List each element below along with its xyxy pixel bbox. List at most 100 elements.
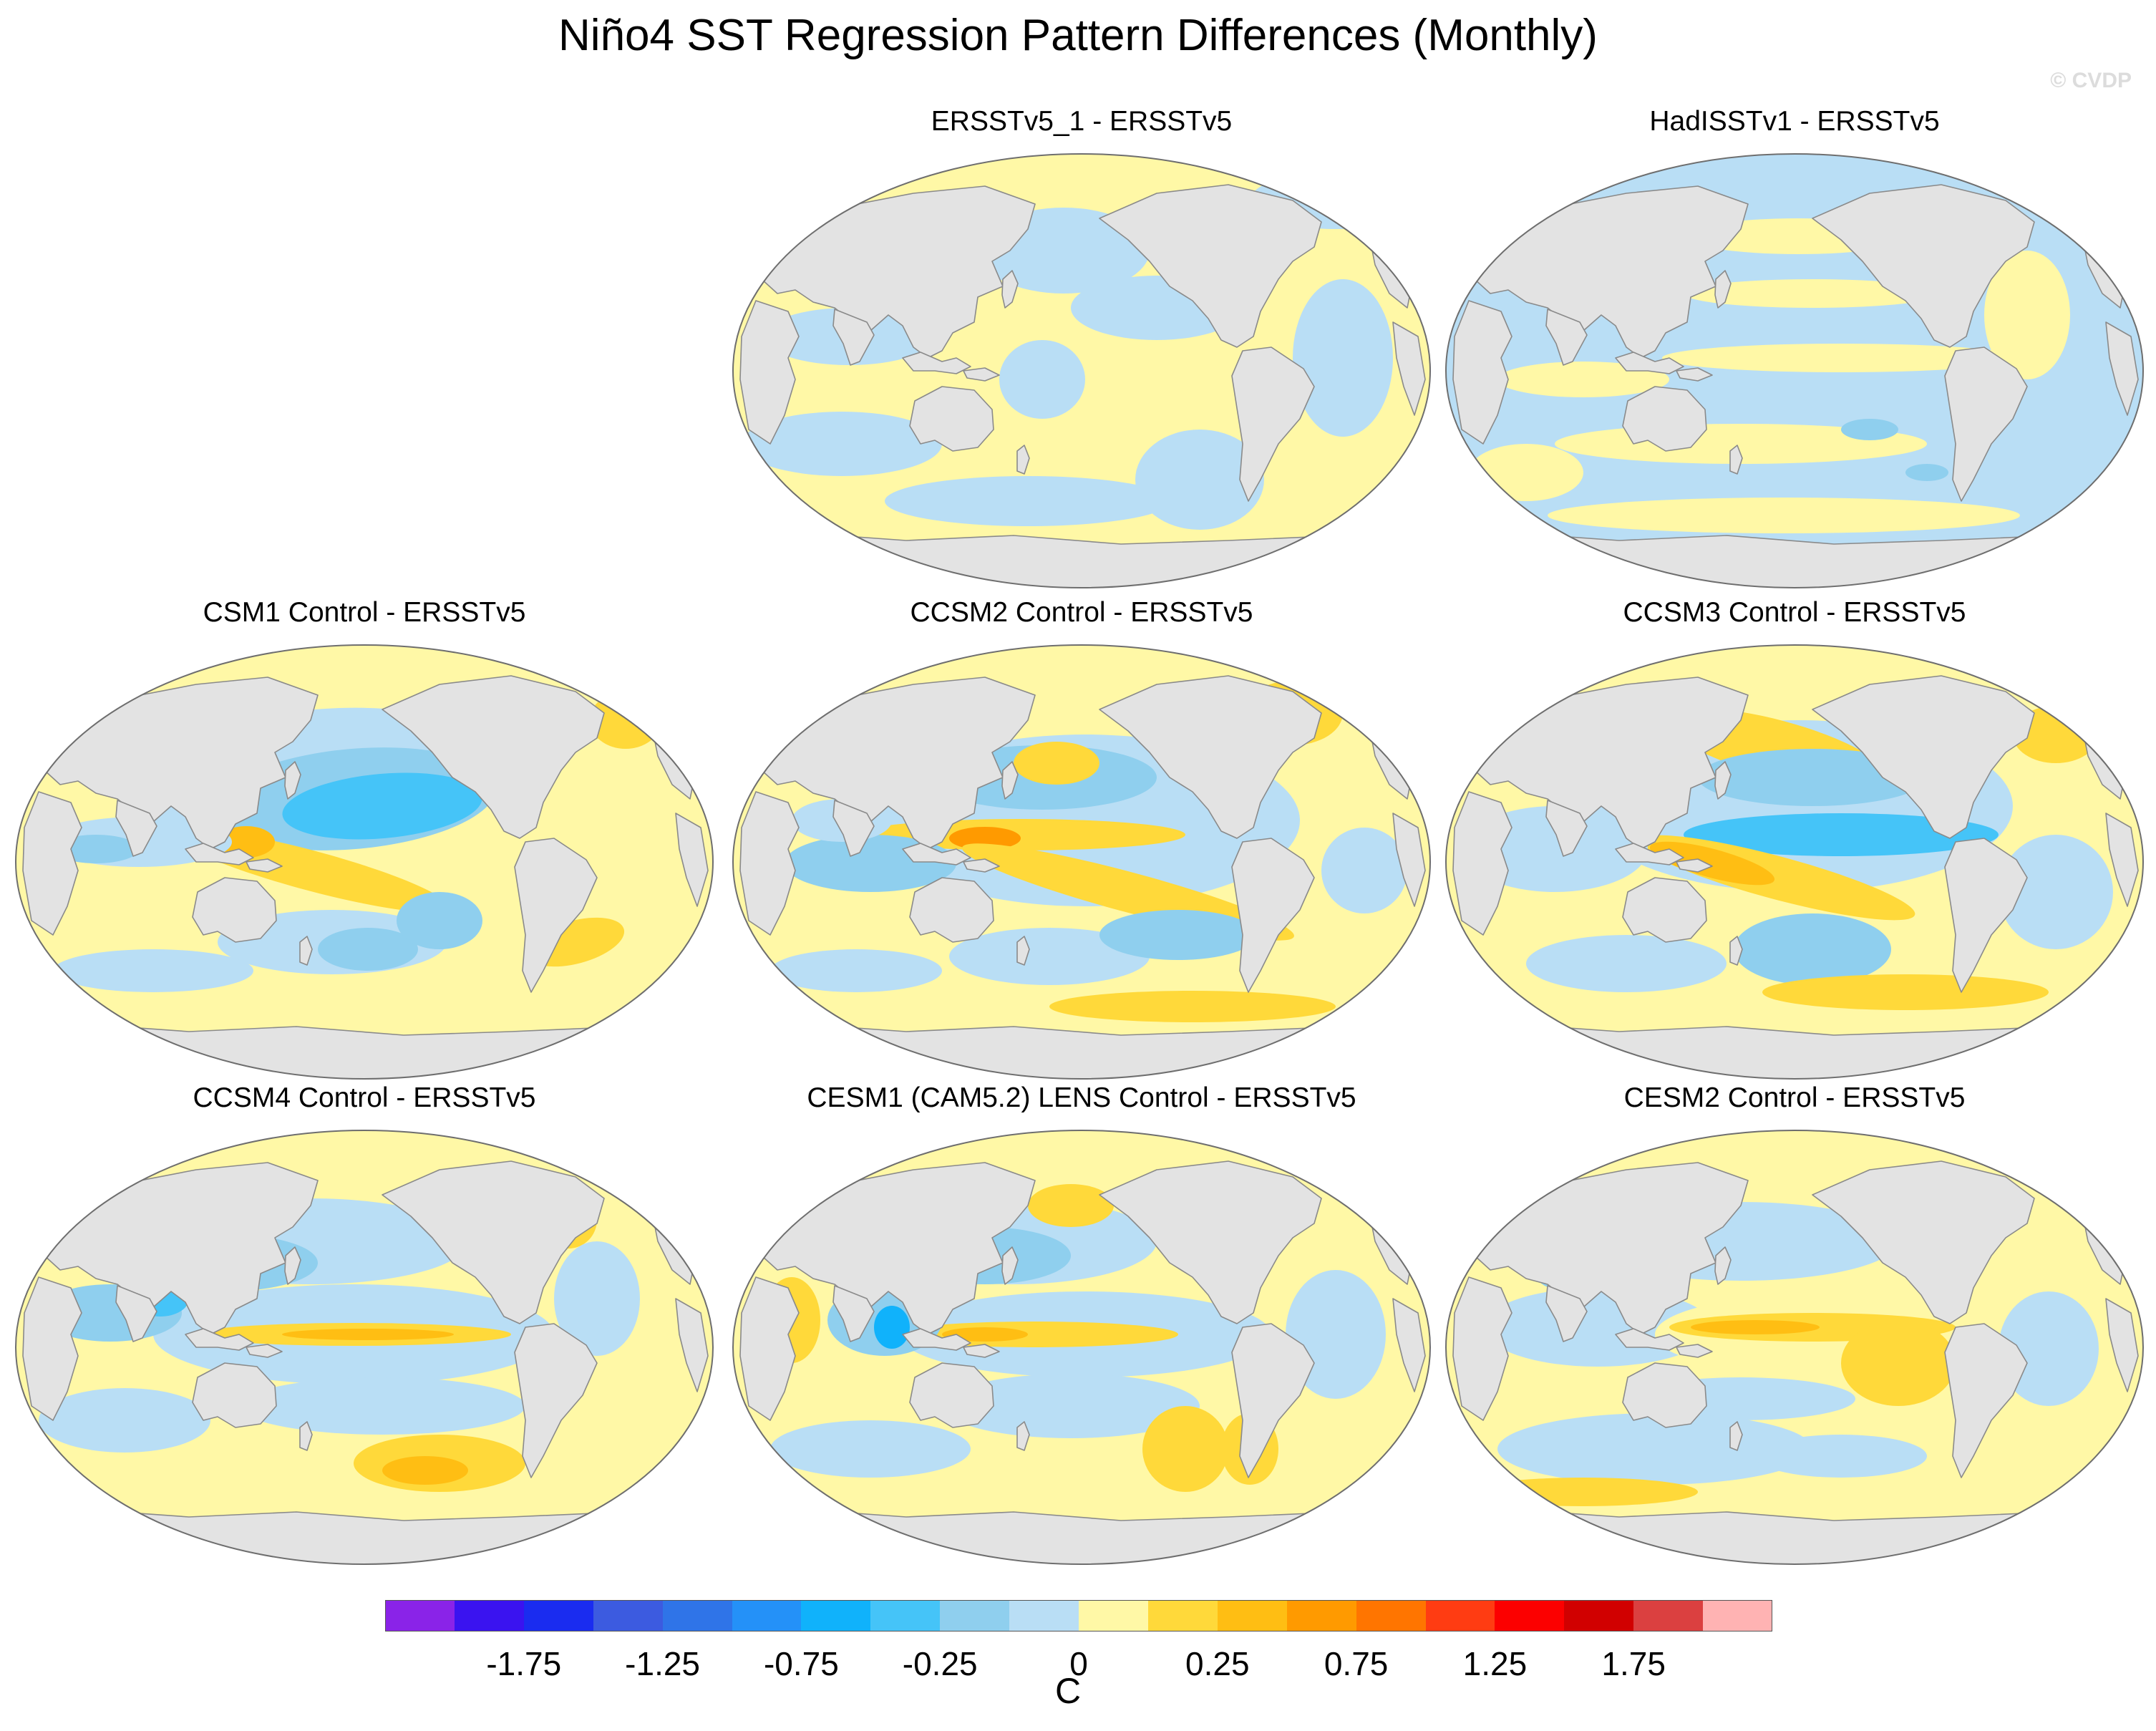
colorbar-box	[1356, 1600, 1426, 1631]
map-field	[733, 1130, 1430, 1564]
sst-anomaly-region	[1755, 1435, 1927, 1478]
sst-anomaly-region	[382, 1456, 468, 1485]
new-zealand-landmass	[1016, 1421, 1030, 1451]
asia-landmass	[38, 1162, 319, 1335]
colorbar-frame	[385, 1600, 1772, 1631]
new-zealand-landmass	[299, 1421, 313, 1451]
panel-title: CCSM2 Control - ERSSTv5	[910, 597, 1253, 628]
map-outline	[732, 1130, 1431, 1565]
colorbar-box	[940, 1600, 1010, 1631]
sst-anomaly-region	[1028, 1184, 1114, 1227]
indonesia-landmass	[185, 1328, 254, 1351]
map	[732, 153, 1431, 588]
sst-anomaly-region	[770, 1420, 971, 1478]
sst-anomaly-region	[1135, 430, 1264, 530]
sst-anomaly-region	[282, 772, 482, 840]
sst-anomaly-region	[1841, 1320, 1956, 1406]
antarctica-landmass	[1518, 1024, 2085, 1079]
new-zealand-landmass	[1729, 1421, 1743, 1451]
map	[1445, 1130, 2144, 1565]
colorbar-box	[593, 1600, 664, 1631]
sst-anomaly-region	[318, 928, 418, 971]
map-panel-ersst: ERSSTv5_1 - ERSSTv5	[727, 106, 1436, 600]
map-outline	[15, 644, 714, 1080]
west-africa-landmass	[2105, 813, 2139, 907]
map	[732, 1130, 1431, 1565]
antarctica-landmass	[88, 1024, 655, 1079]
map-panel-ccsm3: CCSM3 Control - ERSSTv5	[1440, 597, 2149, 1091]
map-panel-cesm2: CESM2 Control - ERSSTv5	[1440, 1082, 2149, 1576]
sst-anomaly-region	[1762, 974, 2049, 1010]
sst-anomaly-region	[1293, 279, 1393, 437]
australia-landmass	[1622, 877, 1707, 943]
colorbar: -1.75 -1.25 -0.75 -0.25 0 0.25 0.75 1.25 1.75	[385, 1600, 1773, 1682]
new-zealand-landmass	[1729, 445, 1743, 475]
sst-anomaly-region	[942, 1374, 1200, 1438]
west-africa-landmass	[1392, 1298, 1426, 1392]
colorbar-unit-label: C	[1054, 1671, 1082, 1711]
indonesia-landmass	[1615, 1328, 1684, 1351]
sst-anomaly-region	[942, 1327, 1028, 1342]
sst-anomaly-region	[1841, 419, 1898, 440]
india-landmass	[832, 800, 875, 857]
colorbar-box	[523, 1600, 594, 1631]
map-field	[733, 154, 1430, 588]
indonesia-landmass	[1615, 843, 1684, 866]
sst-anomaly-region	[1999, 835, 2113, 949]
asia-landmass	[38, 677, 319, 850]
panel-title: CESM1 (CAM5.2) LENS Control - ERSSTv5	[807, 1082, 1356, 1113]
colorbar-box	[1147, 1600, 1218, 1631]
india-landmass	[832, 309, 875, 366]
sst-anomaly-region	[53, 949, 253, 992]
sst-anomaly-region	[1099, 910, 1257, 960]
sst-anomaly-region	[1526, 935, 1727, 992]
west-africa-landmass	[1392, 813, 1426, 907]
india-landmass	[1545, 1285, 1588, 1342]
colorbar-box	[1633, 1600, 1704, 1631]
map-outline	[1445, 153, 2144, 588]
south-america-landmass	[1231, 1323, 1315, 1478]
sst-anomaly-region	[332, 989, 618, 1024]
indonesia-landmass	[902, 351, 971, 374]
map-field	[1446, 154, 2143, 588]
india-landmass	[115, 1285, 157, 1342]
sst-anomaly-region	[1469, 1478, 1698, 1506]
west-africa-landmass	[2105, 321, 2139, 416]
sst-anomaly-region	[1684, 279, 1941, 308]
colorbar-box	[1425, 1600, 1495, 1631]
sst-anomaly-region	[1662, 344, 2020, 372]
india-landmass	[1545, 800, 1588, 857]
sst-anomaly-region	[1142, 1406, 1228, 1492]
colorbar-tick-label: 0	[1069, 1645, 1088, 1682]
africa-landmass	[739, 1276, 800, 1421]
north-america-landmass	[1812, 1160, 2035, 1324]
australia-landmass	[1622, 386, 1707, 452]
sst-anomaly-region	[949, 928, 1150, 985]
antarctica-landmass	[805, 533, 1372, 588]
colorbar-box	[732, 1600, 802, 1631]
panel-title: CSM1 Control - ERSSTv5	[203, 597, 526, 628]
africa-landmass	[739, 791, 800, 936]
sst-anomaly-region	[742, 412, 942, 476]
sst-anomaly-region	[885, 476, 1171, 526]
indonesia-landmass	[902, 1328, 971, 1351]
india-landmass	[115, 800, 157, 857]
sst-anomaly-region	[218, 826, 275, 858]
sst-anomaly-region	[1014, 742, 1099, 785]
map-field	[1446, 1130, 2143, 1564]
map-field	[733, 645, 1430, 1079]
australia-landmass	[909, 877, 994, 943]
japan-landmass	[1714, 761, 1732, 800]
antarctica-landmass	[1518, 1509, 2085, 1564]
japan-landmass	[1714, 1246, 1732, 1285]
sst-anomaly-region	[282, 1329, 454, 1340]
map-field	[1446, 645, 2143, 1079]
north-america-landmass	[1099, 1160, 1322, 1324]
map-outline	[1445, 1130, 2144, 1565]
west-africa-landmass	[2105, 1298, 2139, 1392]
north-america-landmass	[382, 1160, 605, 1324]
colorbar-box	[454, 1600, 525, 1631]
panel-title: CESM2 Control - ERSSTv5	[1623, 1082, 1966, 1113]
map-outline	[732, 153, 1431, 588]
colorbar-tick-label: -0.75	[763, 1645, 839, 1682]
